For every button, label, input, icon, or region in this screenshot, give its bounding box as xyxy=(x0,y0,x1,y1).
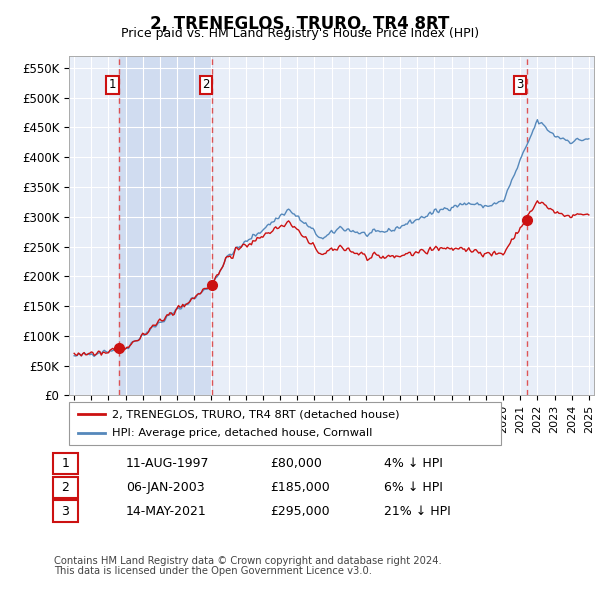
Text: 6% ↓ HPI: 6% ↓ HPI xyxy=(384,481,443,494)
Text: 21% ↓ HPI: 21% ↓ HPI xyxy=(384,504,451,517)
Text: 14-MAY-2021: 14-MAY-2021 xyxy=(126,504,207,517)
Text: This data is licensed under the Open Government Licence v3.0.: This data is licensed under the Open Gov… xyxy=(54,566,372,576)
Text: 1: 1 xyxy=(61,457,70,470)
Text: Price paid vs. HM Land Registry's House Price Index (HPI): Price paid vs. HM Land Registry's House … xyxy=(121,27,479,40)
Text: 4% ↓ HPI: 4% ↓ HPI xyxy=(384,457,443,470)
Text: 1: 1 xyxy=(109,78,116,91)
Text: £80,000: £80,000 xyxy=(270,457,322,470)
Text: Contains HM Land Registry data © Crown copyright and database right 2024.: Contains HM Land Registry data © Crown c… xyxy=(54,556,442,566)
Text: 3: 3 xyxy=(517,78,524,91)
Text: HPI: Average price, detached house, Cornwall: HPI: Average price, detached house, Corn… xyxy=(112,428,373,438)
Text: 3: 3 xyxy=(61,504,70,517)
Text: 2: 2 xyxy=(61,481,70,494)
Text: 11-AUG-1997: 11-AUG-1997 xyxy=(126,457,209,470)
Bar xyxy=(119,56,212,395)
Text: 2, TRENEGLOS, TRURO, TR4 8RT: 2, TRENEGLOS, TRURO, TR4 8RT xyxy=(151,15,449,33)
Text: 06-JAN-2003: 06-JAN-2003 xyxy=(126,481,205,494)
Text: 2: 2 xyxy=(202,78,209,91)
Text: £295,000: £295,000 xyxy=(270,504,329,517)
Text: 2, TRENEGLOS, TRURO, TR4 8RT (detached house): 2, TRENEGLOS, TRURO, TR4 8RT (detached h… xyxy=(112,409,400,419)
Text: £185,000: £185,000 xyxy=(270,481,330,494)
